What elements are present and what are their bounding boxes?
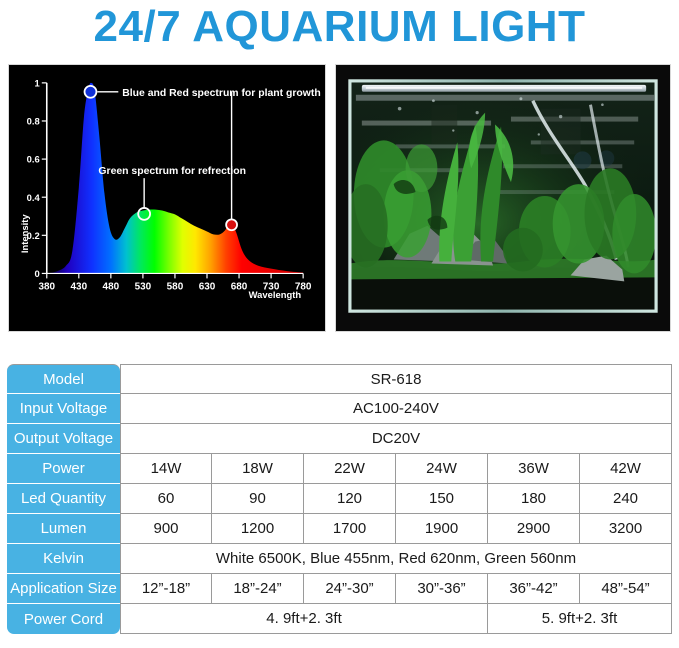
table-cell: 60 [120, 484, 212, 514]
x-tick-label: 630 [199, 281, 216, 292]
table-cell: 3200 [580, 514, 672, 544]
y-axis-ticks: 0 0.2 0.4 0.6 0.8 1 [27, 77, 47, 279]
x-axis-label: Wavelength [249, 289, 302, 300]
spectrum-chart: 0 0.2 0.4 0.6 0.8 1 380 430 480 530 580 630 680 730 7… [9, 65, 325, 331]
y-tick-label: 0 [35, 268, 40, 279]
dark-leaf-b [427, 215, 448, 230]
table-cell: 48”-54” [580, 574, 672, 604]
table-row: Model SR-618 [7, 364, 672, 394]
x-tick-label: 730 [263, 281, 280, 292]
media-panels: 0 0.2 0.4 0.6 0.8 1 380 430 480 530 580 630 680 730 7… [8, 64, 671, 332]
spectrum-area [46, 82, 304, 274]
table-cell: 240 [580, 484, 672, 514]
row-label: Power Cord [7, 604, 120, 634]
x-axis-ticks: 380 430 480 530 580 630 680 730 780 [38, 273, 312, 292]
row-label: Kelvin [7, 544, 120, 574]
x-tick-label: 530 [135, 281, 152, 292]
row-label: Model [7, 364, 120, 394]
y-tick-label: 0.6 [27, 154, 40, 165]
row-label: Output Voltage [7, 424, 120, 454]
marker-blue-peak [83, 84, 98, 99]
page-title: 24/7 AQUARIUM LIGHT [93, 2, 586, 51]
table-cell: White 6500K, Blue 455nm, Red 620nm, Gree… [120, 544, 672, 574]
dark-leaf-a [393, 179, 416, 194]
table-row: Application Size 12”-18” 18”-24” 24”-30” 30”… [7, 574, 672, 604]
table-row: Lumen 900 1200 1700 1900 2900 3200 [7, 514, 672, 544]
table-row: Led Quantity 60 90 120 150 180 240 [7, 484, 672, 514]
specification-table-body: Model SR-618 Input Voltage AC100-240V Output… [7, 364, 672, 634]
row-label: Input Voltage [7, 394, 120, 424]
table-cell: 30”-36” [396, 574, 488, 604]
y-tick-label: 1 [35, 77, 40, 88]
table-cell: 5. 9ft+2. 3ft [488, 604, 672, 634]
x-tick-label: 430 [71, 281, 88, 292]
row-label: Power [7, 454, 120, 484]
aquarium-photo-panel [335, 64, 671, 332]
specification-table: Model SR-618 Input Voltage AC100-240V Output… [7, 364, 672, 634]
marker-red-peak [225, 218, 238, 232]
table-cell: 90 [212, 484, 304, 514]
row-label: Lumen [7, 514, 120, 544]
table-cell: 24W [396, 454, 488, 484]
x-tick-label: 380 [38, 281, 55, 292]
table-cell: 18W [212, 454, 304, 484]
table-cell: 1700 [304, 514, 396, 544]
led-emitter-strip [365, 86, 643, 89]
x-tick-label: 580 [167, 281, 184, 292]
x-tick-label: 680 [231, 281, 248, 292]
table-cell: 150 [396, 484, 488, 514]
annotation-green: Green spectrum for refrection [98, 166, 246, 221]
annotation-label-blue-red: Blue and Red spectrum for plant growth [122, 88, 320, 99]
marker-green-peak [137, 207, 152, 221]
x-tick-label: 780 [295, 281, 312, 292]
table-row: Output Voltage DC20V [7, 424, 672, 454]
table-cell: 36W [488, 454, 580, 484]
table-cell: 14W [120, 454, 212, 484]
table-cell: 2900 [488, 514, 580, 544]
y-axis-label: Intensity [19, 214, 30, 253]
table-cell: 36”-42” [488, 574, 580, 604]
annotation-blue-red: Blue and Red spectrum for plant growth [83, 84, 321, 232]
annotation-label-green: Green spectrum for refrection [98, 166, 246, 177]
x-tick-label: 480 [103, 281, 120, 292]
chart-background [9, 65, 325, 331]
table-cell: 900 [120, 514, 212, 544]
table-row: Input Voltage AC100-240V [7, 394, 672, 424]
row-label: Application Size [7, 574, 120, 604]
table-cell: 42W [580, 454, 672, 484]
table-row: Power Cord 4. 9ft+2. 3ft 5. 9ft+2. 3ft [7, 604, 672, 634]
table-cell: SR-618 [120, 364, 672, 394]
aquarium-scene [349, 80, 657, 312]
table-cell: 1200 [212, 514, 304, 544]
table-cell: 22W [304, 454, 396, 484]
table-cell: 24”-30” [304, 574, 396, 604]
y-tick-label: 0.8 [27, 116, 40, 127]
table-cell: 18”-24” [212, 574, 304, 604]
table-cell: 12”-18” [120, 574, 212, 604]
tank-glass-frame [348, 79, 658, 313]
table-cell: 1900 [396, 514, 488, 544]
table-cell: 120 [304, 484, 396, 514]
y-tick-label: 0.4 [27, 192, 41, 203]
y-tick-label: 0.2 [27, 230, 40, 241]
spectrum-area-group [46, 82, 304, 274]
aquarium-photo [336, 65, 670, 331]
spectrum-chart-panel: 0 0.2 0.4 0.6 0.8 1 380 430 480 530 580 630 680 730 7… [8, 64, 326, 332]
table-cell: DC20V [120, 424, 672, 454]
table-cell: 4. 9ft+2. 3ft [120, 604, 488, 634]
table-cell: AC100-240V [120, 394, 672, 424]
row-label: Led Quantity [7, 484, 120, 514]
table-row: Kelvin White 6500K, Blue 455nm, Red 620nm… [7, 544, 672, 574]
table-row: Power 14W 18W 22W 24W 36W 42W [7, 454, 672, 484]
bubbles [397, 97, 604, 136]
aquatic-plants [349, 112, 657, 274]
table-cell: 180 [488, 484, 580, 514]
